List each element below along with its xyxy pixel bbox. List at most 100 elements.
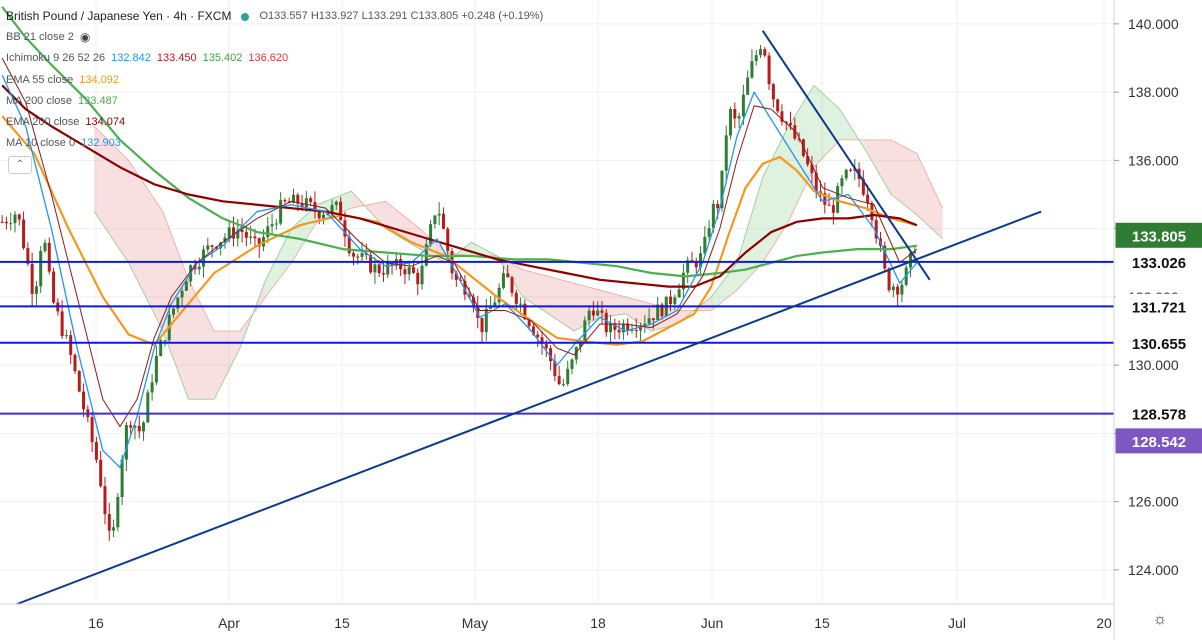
candle-body <box>304 198 308 208</box>
candle-body <box>43 242 47 251</box>
candle-body <box>604 312 608 333</box>
indicator-bb[interactable]: BB 21 close 2 ◉ <box>6 27 543 48</box>
candle-body <box>429 224 433 245</box>
cloud-segment <box>916 153 943 239</box>
price-label: 128.578 <box>1115 401 1202 427</box>
candle-body <box>403 269 407 275</box>
candle-body <box>360 253 364 257</box>
collapse-legend-button[interactable]: ⌃ <box>8 156 32 174</box>
candle-body <box>677 289 681 298</box>
candle-body <box>531 326 535 335</box>
candle-body <box>579 341 583 348</box>
indicator-value: 132.903 <box>81 137 121 150</box>
candle-body <box>540 337 544 345</box>
x-tick-label: 15 <box>814 615 830 631</box>
candle-body <box>129 425 133 428</box>
candle-body <box>741 94 745 117</box>
candle-body <box>197 266 201 270</box>
candle-body <box>887 268 891 291</box>
candle-body <box>69 335 73 355</box>
candle-body <box>587 310 591 321</box>
candle-body <box>570 359 574 369</box>
candle-body <box>883 245 887 269</box>
candle-body <box>244 231 248 238</box>
candle-body <box>266 226 270 238</box>
cloud-segment <box>711 262 737 311</box>
series-line <box>1 74 918 469</box>
candle-body <box>566 368 570 384</box>
indicator-ichimoku[interactable]: Ichimoku 9 26 52 26 132.842 133.450 135.… <box>6 48 543 69</box>
price-label: 131.721 <box>1115 293 1202 319</box>
price-label-bg <box>1115 428 1202 454</box>
candle-body <box>433 215 437 225</box>
candle-body <box>163 340 167 342</box>
candle-body <box>82 391 86 410</box>
candle-body <box>249 236 253 238</box>
candle-body <box>814 172 818 192</box>
time-axis: 16 Apr 15 May 18 Jun 15 Jul 20 <box>88 615 1112 631</box>
candle-body <box>219 242 223 249</box>
indicator-value: 136.620 <box>248 52 289 65</box>
candle-body <box>793 125 797 139</box>
price-axis-bg <box>1114 0 1202 640</box>
candle-body <box>356 256 360 258</box>
cloud-segment <box>891 139 917 215</box>
x-tick-label: 18 <box>590 615 606 631</box>
cloud-segment <box>385 201 420 250</box>
y-tick-label: 136.000 <box>1128 152 1179 168</box>
indicator-value: 133.450 <box>156 52 197 65</box>
candle-body <box>369 254 373 273</box>
candle-body <box>711 203 715 229</box>
price-label-text: 128.578 <box>1132 407 1186 424</box>
candle-body <box>240 229 244 232</box>
candle-body <box>583 320 587 342</box>
candle-body <box>831 205 835 213</box>
candle-body <box>763 49 767 56</box>
candle-body <box>334 201 338 206</box>
candle-body <box>681 272 685 290</box>
candle-body <box>596 310 600 316</box>
candle-body <box>900 284 904 295</box>
candle-body <box>626 323 630 331</box>
price-label-text: 131.721 <box>1132 299 1186 316</box>
cloud-segment <box>188 279 215 400</box>
candle-body <box>30 263 34 294</box>
candle-body <box>621 323 625 333</box>
gear-icon[interactable]: ☼ <box>1152 611 1168 628</box>
symbol-title[interactable]: British Pound / Japanese Yen · 4h · FXCM <box>6 9 232 23</box>
indicator-ma10[interactable]: MA 10 close 0 132.903 <box>6 133 543 154</box>
price-label-text: 130.655 <box>1132 336 1186 353</box>
x-tick-label: 20 <box>1096 615 1112 631</box>
indicator-ema200[interactable]: EMA 200 close 134.074 <box>6 112 543 133</box>
price-label-text: 128.542 <box>1132 434 1186 451</box>
indicator-value: 132.842 <box>111 52 151 65</box>
candle-body <box>908 252 912 268</box>
candle-body <box>891 286 895 291</box>
y-tick-label: 140.000 <box>1128 16 1179 32</box>
candle-body <box>669 296 673 305</box>
candle-body <box>120 459 124 497</box>
candle-body <box>227 227 231 238</box>
candle-body <box>866 194 870 204</box>
price-label-text: 133.026 <box>1132 255 1186 272</box>
indicator-ma200[interactable]: MA 200 close 133.487 <box>6 91 543 112</box>
candle-body <box>861 179 865 195</box>
candle-body <box>253 236 257 239</box>
indicator-label: Ichimoku 9 26 52 26 <box>6 52 106 65</box>
trendlines <box>16 30 1042 605</box>
indicator-label: EMA 200 close <box>6 116 80 129</box>
candle-body <box>232 227 236 239</box>
candle-body <box>172 308 176 315</box>
candle-body <box>463 280 467 295</box>
candle-body <box>784 121 788 124</box>
candle-body <box>52 271 56 303</box>
candle-body <box>60 311 64 337</box>
candle-body <box>634 329 638 331</box>
candle-body <box>913 251 917 253</box>
hide-eye-icon[interactable]: ◉ <box>79 30 91 45</box>
indicator-ema55[interactable]: EMA 55 close 134.092 <box>6 70 543 91</box>
indicator-value: 134.092 <box>79 73 120 86</box>
candle-body <box>146 392 150 423</box>
cloud-segment <box>522 269 549 314</box>
